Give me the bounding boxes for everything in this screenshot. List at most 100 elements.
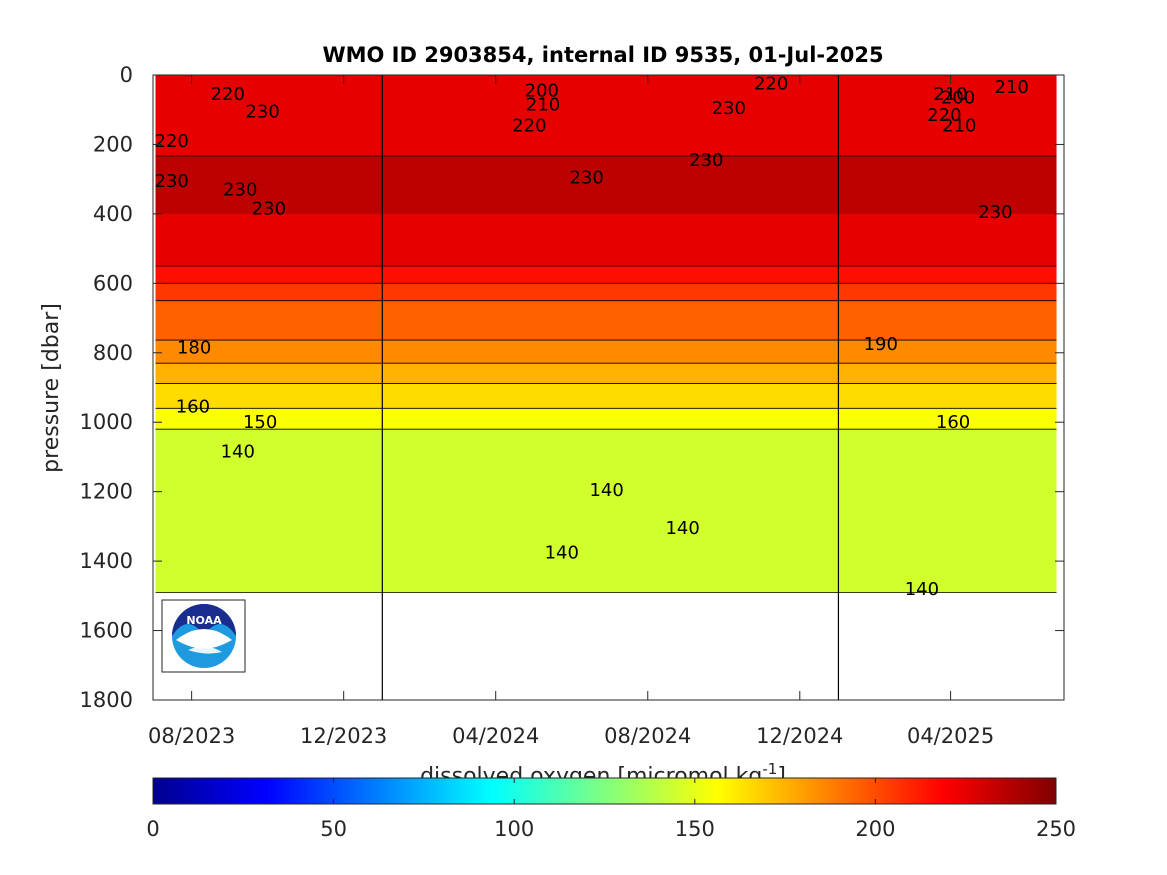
data-band [155,422,1057,425]
data-band [155,585,1057,588]
data-band [155,455,1057,458]
data-band [155,180,1057,184]
data-band [155,295,1057,298]
data-band [155,269,1057,272]
x-tick-label: 12/2023 [300,724,387,748]
data-band [155,509,1057,512]
data-band [155,484,1057,488]
data-band [155,434,1057,437]
colorbar-tick-label: 150 [675,817,715,841]
contour-label: 180 [177,338,211,359]
data-band [155,281,1057,284]
data-band [155,536,1057,540]
data-band [155,234,1057,238]
data-band [155,533,1057,536]
data-band [155,276,1057,279]
data-band [155,229,1057,232]
data-band [155,90,1057,93]
data-band [155,394,1057,397]
data-band [155,566,1057,569]
contour-label: 220 [927,105,961,126]
data-band [155,495,1057,498]
contour-label: 140 [589,480,623,501]
data-band [155,323,1057,326]
data-band [155,125,1057,128]
data-band [155,325,1057,328]
data-band [155,330,1057,333]
data-band [155,507,1057,510]
data-band [155,80,1057,83]
data-band [155,547,1057,550]
data-band [155,548,1057,552]
data-band [155,390,1057,394]
contour-label: 210 [526,95,560,116]
data-band [155,198,1057,201]
contour-label: 230 [978,202,1012,223]
data-band [155,404,1057,408]
data-band [155,257,1057,260]
data-band [155,467,1057,470]
data-band [155,380,1057,383]
data-band [155,227,1057,231]
data-band [155,307,1057,310]
data-band [155,352,1057,356]
y-tick-label: 800 [93,341,133,365]
data-band [155,366,1057,370]
data-band [155,576,1057,580]
contour-label: 220 [211,84,245,105]
data-band [155,200,1057,203]
data-band [155,272,1057,276]
data-band [155,283,1057,286]
data-band [155,241,1057,245]
data-band [155,465,1057,468]
data-band [155,321,1057,324]
x-tick-label: 12/2024 [756,724,843,748]
data-band [155,309,1057,312]
data-band [155,476,1057,479]
data-band [155,205,1057,208]
data-band [155,479,1057,482]
data-band [155,399,1057,402]
data-band [155,213,1057,217]
data-band [155,167,1057,170]
data-band [155,290,1057,293]
data-band [155,305,1057,309]
data-band [155,293,1057,297]
data-band [155,132,1057,135]
data-band [155,356,1057,359]
data-band [155,469,1057,472]
data-band [155,292,1057,295]
data-band [155,590,1057,593]
data-band [155,571,1057,574]
data-band [155,111,1057,114]
data-band [155,92,1057,95]
data-band [155,542,1057,545]
data-band [155,587,1057,590]
data-band [155,245,1057,248]
data-band [155,196,1057,199]
data-band [155,510,1057,514]
data-band [155,101,1057,104]
data-band [155,279,1057,283]
data-band [155,102,1057,106]
data-band [155,118,1057,121]
data-band [155,439,1057,442]
contour-label: 220 [512,115,546,136]
data-band [155,265,1057,269]
data-band [155,210,1057,213]
data-band [155,264,1057,267]
contour-label: 190 [864,334,898,355]
data-band [155,550,1057,554]
data-band [155,357,1057,361]
data-band [155,130,1057,133]
data-band [155,488,1057,491]
data-band [155,144,1057,147]
data-band [155,168,1057,172]
data-band [155,521,1057,524]
data-band [155,564,1057,567]
data-band [155,151,1057,154]
colorbar-tick-label: 0 [146,817,159,841]
data-band [155,354,1057,357]
data-band [155,226,1057,229]
